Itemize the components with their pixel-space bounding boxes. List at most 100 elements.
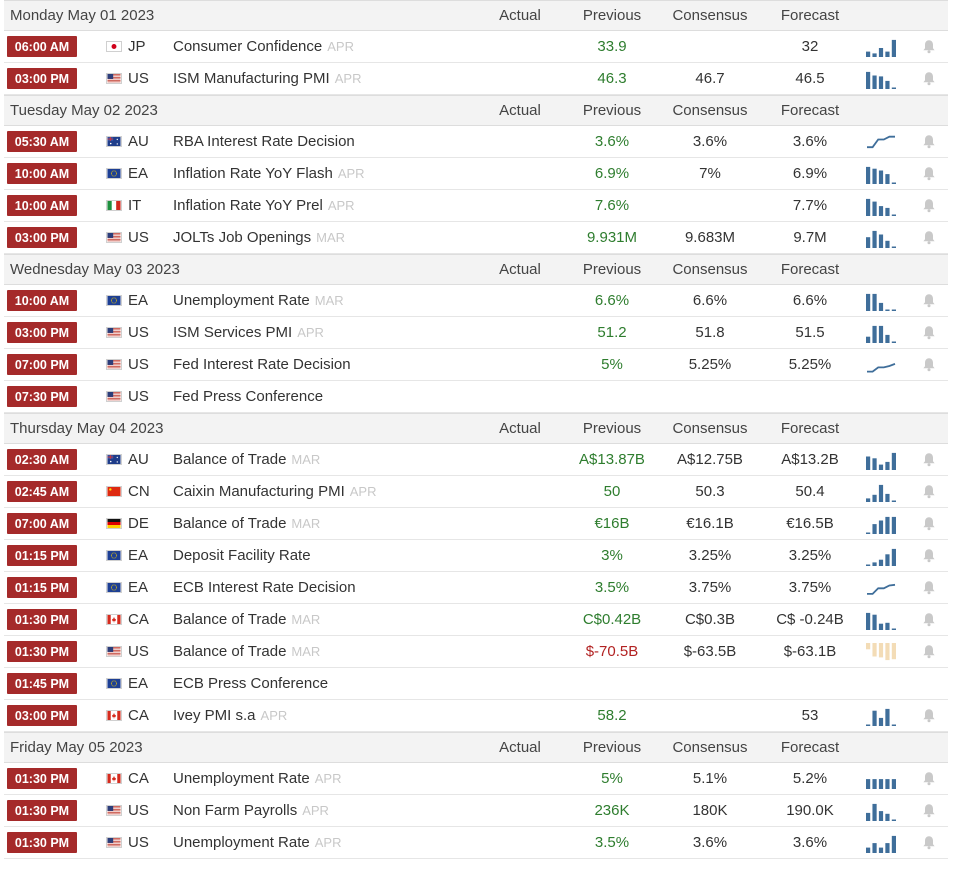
event-name-cell[interactable]: Fed Interest Rate Decision [173, 349, 351, 380]
event-row[interactable]: 02:45 AM CN Caixin Manufacturing PMI APR 50 5… [4, 476, 948, 508]
sparkline-chart-icon[interactable] [866, 827, 900, 858]
sparkline-chart-icon[interactable] [866, 63, 900, 94]
event-name-link[interactable]: Balance of Trade [173, 611, 287, 628]
event-name-link[interactable]: RBA Interest Rate Decision [173, 133, 355, 150]
bell-icon[interactable] [922, 222, 936, 253]
event-name-cell[interactable]: Inflation Rate YoY Flash APR [173, 158, 365, 189]
event-row[interactable]: 06:00 AM JP Consumer Confidence APR 33.9 32 [4, 31, 948, 63]
event-name-link[interactable]: Unemployment Rate [173, 834, 310, 851]
bell-icon[interactable] [922, 572, 936, 603]
bell-icon[interactable] [922, 126, 936, 157]
event-name-link[interactable]: ISM Manufacturing PMI [173, 70, 330, 87]
event-name-cell[interactable]: ISM Manufacturing PMI APR [173, 63, 361, 94]
event-name-cell[interactable]: ECB Press Conference [173, 668, 328, 699]
bell-icon[interactable] [922, 158, 936, 189]
event-name-link[interactable]: Non Farm Payrolls [173, 802, 298, 819]
event-name-cell[interactable]: Unemployment Rate APR [173, 763, 341, 794]
event-row[interactable]: 03:00 PM US ISM Services PMI APR 51.2 51.8 51.… [4, 317, 948, 349]
event-name-link[interactable]: Consumer Confidence [173, 38, 323, 55]
event-name-cell[interactable]: Balance of Trade MAR [173, 636, 320, 667]
event-row[interactable]: 01:30 PM US Unemployment Rate APR 3.5% 3.6% 3.… [4, 827, 948, 859]
event-name-link[interactable]: Ivey PMI s.a [173, 707, 256, 724]
event-name-link[interactable]: Balance of Trade [173, 643, 287, 660]
event-name-cell[interactable]: Unemployment Rate APR [173, 827, 341, 858]
sparkline-chart-icon[interactable] [866, 700, 900, 731]
bell-icon[interactable] [922, 285, 936, 316]
sparkline-chart-icon[interactable] [866, 190, 900, 221]
event-name-link[interactable]: Balance of Trade [173, 451, 287, 468]
event-name-cell[interactable]: ISM Services PMI APR [173, 317, 324, 348]
sparkline-chart-icon[interactable] [866, 158, 900, 189]
bell-icon[interactable] [922, 63, 936, 94]
event-name-cell[interactable]: Caixin Manufacturing PMI APR [173, 476, 376, 507]
event-name-cell[interactable]: Balance of Trade MAR [173, 508, 320, 539]
event-row[interactable]: 01:45 PM EA ECB Press Conference [4, 668, 948, 700]
event-name-cell[interactable]: Inflation Rate YoY Prel APR [173, 190, 355, 221]
event-name-cell[interactable]: RBA Interest Rate Decision [173, 126, 355, 157]
bell-icon[interactable] [922, 795, 936, 826]
event-name-link[interactable]: ISM Services PMI [173, 324, 293, 341]
event-row[interactable]: 01:30 PM CA Balance of Trade MAR C$0.42B C$0.… [4, 604, 948, 636]
sparkline-chart-icon[interactable] [866, 795, 900, 826]
event-name-link[interactable]: ECB Interest Rate Decision [173, 579, 356, 596]
event-row[interactable]: 10:00 AM EA Inflation Rate YoY Flash APR 6.9… [4, 158, 948, 190]
sparkline-chart-icon[interactable] [866, 126, 900, 157]
bell-icon[interactable] [922, 476, 936, 507]
bell-icon[interactable] [922, 700, 936, 731]
sparkline-chart-icon[interactable] [866, 636, 900, 667]
event-row[interactable]: 03:00 PM CA Ivey PMI s.a APR 58.2 53 [4, 700, 948, 732]
event-name-link[interactable]: Unemployment Rate [173, 292, 310, 309]
sparkline-chart-icon[interactable] [866, 349, 900, 380]
event-row[interactable]: 07:00 AM DE Balance of Trade MAR €16B €16.1B €… [4, 508, 948, 540]
bell-icon[interactable] [922, 31, 936, 62]
sparkline-chart-icon[interactable] [866, 317, 900, 348]
event-name-link[interactable]: Caixin Manufacturing PMI [173, 483, 345, 500]
event-name-cell[interactable]: ECB Interest Rate Decision [173, 572, 356, 603]
sparkline-chart-icon[interactable] [866, 222, 900, 253]
event-name-link[interactable]: Inflation Rate YoY Prel [173, 197, 323, 214]
event-name-link[interactable]: Fed Press Conference [173, 388, 324, 405]
event-name-cell[interactable]: Non Farm Payrolls APR [173, 795, 329, 826]
event-name-link[interactable]: Balance of Trade [173, 515, 287, 532]
event-row[interactable]: 03:00 PM US JOLTs Job Openings MAR 9.931M 9.6… [4, 222, 948, 254]
sparkline-chart-icon[interactable] [866, 285, 900, 316]
event-name-cell[interactable]: Balance of Trade MAR [173, 444, 320, 475]
event-name-link[interactable]: ECB Press Conference [173, 675, 329, 692]
sparkline-chart-icon[interactable] [866, 540, 900, 571]
event-row[interactable]: 10:00 AM EA Unemployment Rate MAR 6.6% 6.6% 6.… [4, 285, 948, 317]
sparkline-chart-icon[interactable] [866, 763, 900, 794]
event-row[interactable]: 07:30 PM US Fed Press Conference [4, 381, 948, 413]
event-name-cell[interactable]: Consumer Confidence APR [173, 31, 354, 62]
sparkline-chart-icon[interactable] [866, 604, 900, 635]
event-name-link[interactable]: Inflation Rate YoY Flash [173, 165, 333, 182]
bell-icon[interactable] [922, 190, 936, 221]
bell-icon[interactable] [922, 444, 936, 475]
event-row[interactable]: 01:15 PM EA Deposit Facility Rate 3% 3.25% 3.… [4, 540, 948, 572]
event-row[interactable]: 02:30 AM AU Balance of Trade MAR A$13.87B A$1… [4, 444, 948, 476]
event-row[interactable]: 01:30 PM CA Unemployment Rate APR 5% 5.1% 5.2% [4, 763, 948, 795]
event-row[interactable]: 01:30 PM US Balance of Trade MAR $-70.5B $-63… [4, 636, 948, 668]
bell-icon[interactable] [922, 540, 936, 571]
event-row[interactable]: 07:00 PM US Fed Interest Rate Decision 5% 5.… [4, 349, 948, 381]
event-row[interactable]: 01:15 PM EA ECB Interest Rate Decision 3.5%… [4, 572, 948, 604]
event-name-link[interactable]: JOLTs Job Openings [173, 229, 312, 246]
bell-icon[interactable] [922, 317, 936, 348]
bell-icon[interactable] [922, 763, 936, 794]
sparkline-chart-icon[interactable] [866, 444, 900, 475]
event-name-cell[interactable]: Ivey PMI s.a APR [173, 700, 287, 731]
bell-icon[interactable] [922, 604, 936, 635]
sparkline-chart-icon[interactable] [866, 572, 900, 603]
event-row[interactable]: 03:00 PM US ISM Manufacturing PMI APR 46.3 46… [4, 63, 948, 95]
event-name-link[interactable]: Deposit Facility Rate [173, 547, 311, 564]
event-row[interactable]: 10:00 AM IT Inflation Rate YoY Prel APR 7.6%… [4, 190, 948, 222]
bell-icon[interactable] [922, 827, 936, 858]
event-name-link[interactable]: Fed Interest Rate Decision [173, 356, 351, 373]
event-name-link[interactable]: Unemployment Rate [173, 770, 310, 787]
bell-icon[interactable] [922, 636, 936, 667]
event-name-cell[interactable]: Fed Press Conference [173, 381, 323, 412]
bell-icon[interactable] [922, 349, 936, 380]
event-name-cell[interactable]: Balance of Trade MAR [173, 604, 320, 635]
sparkline-chart-icon[interactable] [866, 508, 900, 539]
event-name-cell[interactable]: Deposit Facility Rate [173, 540, 311, 571]
sparkline-chart-icon[interactable] [866, 31, 900, 62]
